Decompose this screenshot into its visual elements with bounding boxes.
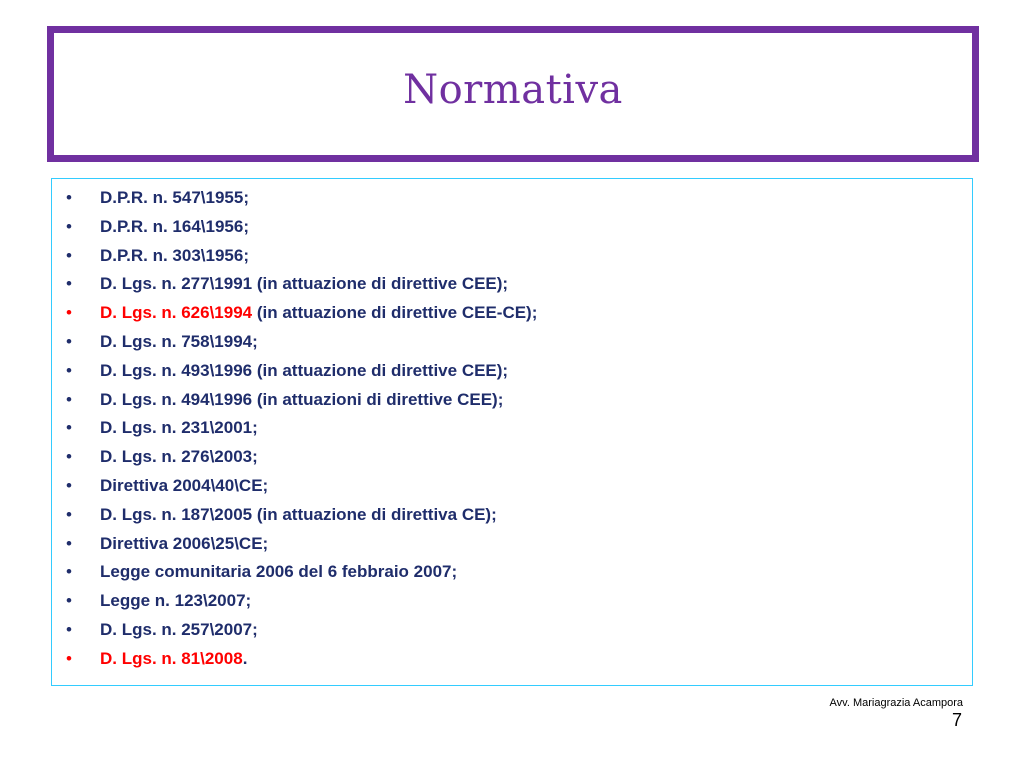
list-item-text: D. Lgs. n. 758\1994; bbox=[100, 331, 258, 351]
bullet-icon: • bbox=[66, 389, 72, 409]
list-item: • D. Lgs. n. 257\2007; bbox=[52, 616, 537, 645]
bullet-icon: • bbox=[66, 303, 72, 323]
content-box: • D.P.R. n. 547\1955; • D.P.R. n. 164\1956;… bbox=[51, 178, 973, 686]
page-number: 7 bbox=[951, 710, 962, 730]
list-item: • D. Lgs. n. 276\2003; bbox=[52, 443, 537, 472]
bullet-icon: • bbox=[66, 533, 72, 553]
list-item-text: Direttiva 2006\25\CE; bbox=[100, 533, 269, 553]
bullet-icon: • bbox=[66, 418, 72, 438]
list-item: • D. Lgs. n. 231\2001; bbox=[52, 414, 537, 443]
list-item: • Direttiva 2004\40\CE; bbox=[52, 472, 537, 501]
normativa-list: • D.P.R. n. 547\1955; • D.P.R. n. 164\1956;… bbox=[52, 184, 537, 674]
bullet-icon: • bbox=[66, 447, 72, 467]
list-item: • D. Lgs. n. 758\1994; bbox=[52, 328, 537, 357]
bullet-icon: • bbox=[66, 648, 72, 668]
bullet-icon: • bbox=[66, 188, 72, 207]
list-item-text: D. Lgs. n. 494\1996 (in attuazioni di di… bbox=[100, 389, 504, 409]
list-item-text: D.P.R. n. 547\1955; bbox=[100, 188, 249, 207]
list-item: • D. Lgs. n. 187\2005 (in attuazione di d… bbox=[52, 501, 537, 530]
list-item-text: Legge n. 123\2007; bbox=[100, 591, 252, 611]
footer-author: Avv. Mariagrazia Acampora bbox=[829, 697, 963, 709]
list-item-text: (in attuazione di direttive CEE-CE); bbox=[252, 303, 538, 323]
list-item: • D. Lgs. n. 81\2008. bbox=[52, 645, 537, 674]
bullet-icon: • bbox=[66, 274, 72, 294]
bullet-icon: • bbox=[66, 562, 72, 582]
list-item-text: . bbox=[242, 648, 248, 668]
list-item-text: D. Lgs. n. 276\2003; bbox=[100, 447, 258, 467]
list-item-text: D.P.R. n. 303\1956; bbox=[100, 245, 249, 265]
list-item: • D.P.R. n. 547\1955; bbox=[52, 184, 537, 213]
list-item-text: Legge comunitaria 2006 del 6 febbraio 20… bbox=[100, 562, 458, 582]
bullet-icon: • bbox=[66, 619, 72, 639]
list-item-text: D. Lgs. n. 231\2001; bbox=[100, 418, 258, 438]
list-item-text: D.P.R. n. 164\1956; bbox=[100, 216, 249, 236]
bullet-icon: • bbox=[66, 331, 72, 351]
bullet-icon: • bbox=[66, 591, 72, 611]
list-item-text: D. Lgs. n. 187\2005 (in attuazione di di… bbox=[100, 504, 497, 524]
list-item-text: Direttiva 2004\40\CE; bbox=[100, 475, 269, 495]
bullet-icon: • bbox=[66, 475, 72, 495]
highlighted-reference: D. Lgs. n. 626\1994 bbox=[100, 303, 253, 323]
list-item: • D. Lgs. n. 277\1991 (in attuazione di d… bbox=[52, 270, 537, 299]
list-item: • Legge n. 123\2007; bbox=[52, 587, 537, 616]
list-item: • D.P.R. n. 303\1956; bbox=[52, 242, 537, 271]
bullet-icon: • bbox=[66, 216, 72, 236]
list-item: • D.P.R. n. 164\1956; bbox=[52, 213, 537, 242]
list-item-text: D. Lgs. n. 257\2007; bbox=[100, 619, 258, 639]
slide-title: Normativa bbox=[403, 67, 623, 113]
highlighted-reference: D. Lgs. n. 81\2008 bbox=[100, 648, 243, 668]
list-item: • D. Lgs. n. 493\1996 (in attuazione di d… bbox=[52, 357, 537, 386]
list-item-text: D. Lgs. n. 277\1991 (in attuazione di di… bbox=[100, 274, 509, 294]
bullet-icon: • bbox=[66, 245, 72, 265]
list-item: • Direttiva 2006\25\CE; bbox=[52, 530, 537, 559]
list-item: • D. Lgs. n. 494\1996 (in attuazioni di d… bbox=[52, 386, 537, 415]
list-item: • Legge comunitaria 2006 del 6 febbraio 2… bbox=[52, 558, 537, 587]
bullet-icon: • bbox=[66, 360, 72, 380]
list-item-text: D. Lgs. n. 493\1996 (in attuazione di di… bbox=[100, 360, 509, 380]
bullet-icon: • bbox=[66, 504, 72, 524]
list-item: • D. Lgs. n. 626\1994 (in attuazione di d… bbox=[52, 299, 537, 328]
title-box: Normativa bbox=[47, 26, 979, 162]
